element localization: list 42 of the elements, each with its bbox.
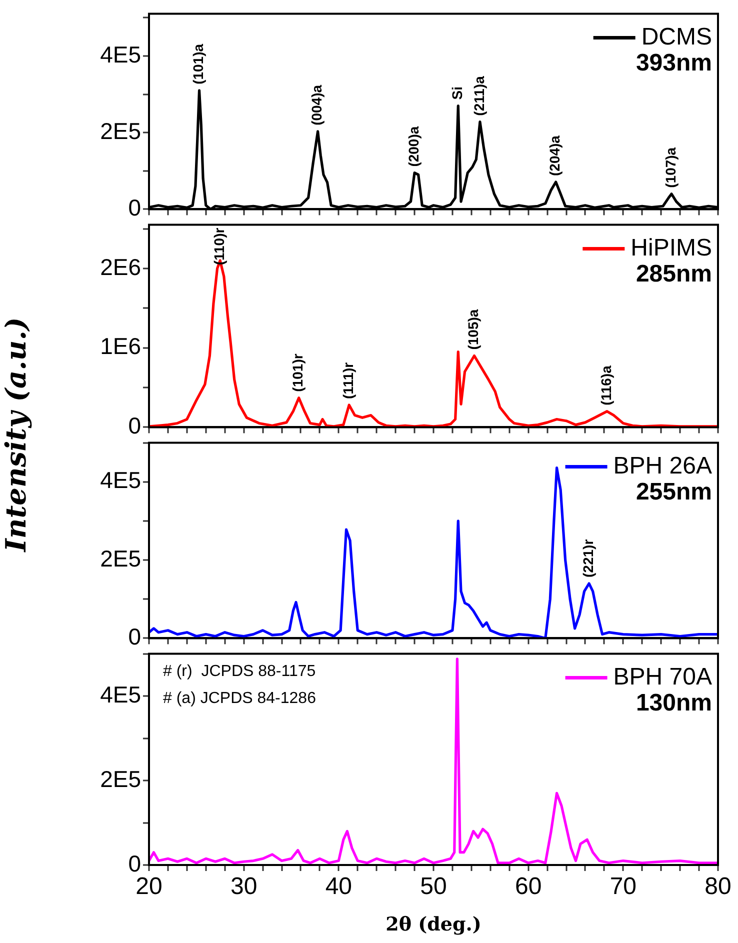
y-tick-label: 2E5: [100, 766, 141, 792]
annotation: 285nm: [636, 260, 712, 288]
y-tick-label: 2E5: [100, 118, 141, 144]
annotation: (107)a: [662, 147, 678, 188]
legend-label: DCMS: [641, 23, 712, 50]
legend-label: BPH 70A: [613, 663, 712, 690]
y-axis-title: Intensity (a.u.): [0, 316, 32, 554]
y-tick-label: 0: [128, 624, 141, 650]
annotation: (200)a: [405, 126, 422, 167]
y-tick-label: 4E5: [100, 41, 141, 68]
x-tick-label: 30: [230, 873, 258, 900]
annotation: (004)a: [308, 84, 325, 126]
y-tick-label: 4E5: [100, 467, 141, 494]
y-tick-label: 1E6: [100, 333, 141, 360]
annotation: (116)a: [598, 365, 614, 406]
annotation: 130nm: [636, 689, 712, 716]
legend-label: BPH 26A: [613, 452, 712, 480]
y-tick-label: 2E6: [100, 254, 141, 280]
x-tick-label: 40: [325, 873, 352, 900]
y-tick-label: 0: [128, 194, 141, 221]
x-tick-label: 50: [420, 873, 447, 900]
annotation: (110)r: [210, 227, 227, 266]
annotation: (111)r: [340, 362, 356, 399]
annotation: (105)a: [465, 309, 482, 350]
annotation: 393nm: [636, 49, 712, 76]
annotation: (211)a: [470, 76, 487, 116]
y-tick-label: 0: [128, 412, 141, 439]
legend-label: HiPIMS: [630, 234, 712, 262]
annotation: # (r) JCPDS 88-1175: [163, 663, 316, 680]
annotation: (204)a: [546, 135, 563, 176]
annotation: (101)r: [290, 353, 306, 392]
annotation: 255nm: [636, 478, 712, 506]
y-tick-label: 2E5: [100, 545, 141, 572]
x-tick-label: 70: [610, 873, 637, 900]
annotation: (101)a: [190, 44, 206, 84]
annotation: Si: [449, 86, 466, 100]
annotation: (221)r: [580, 538, 596, 578]
x-axis-title: 2θ (deg.): [386, 914, 482, 936]
y-tick-label: 4E5: [100, 681, 141, 708]
x-tick-label: 80: [704, 873, 732, 900]
annotation: # (a) JCPDS 84-1286: [163, 690, 316, 708]
x-tick-label: 60: [514, 873, 542, 900]
